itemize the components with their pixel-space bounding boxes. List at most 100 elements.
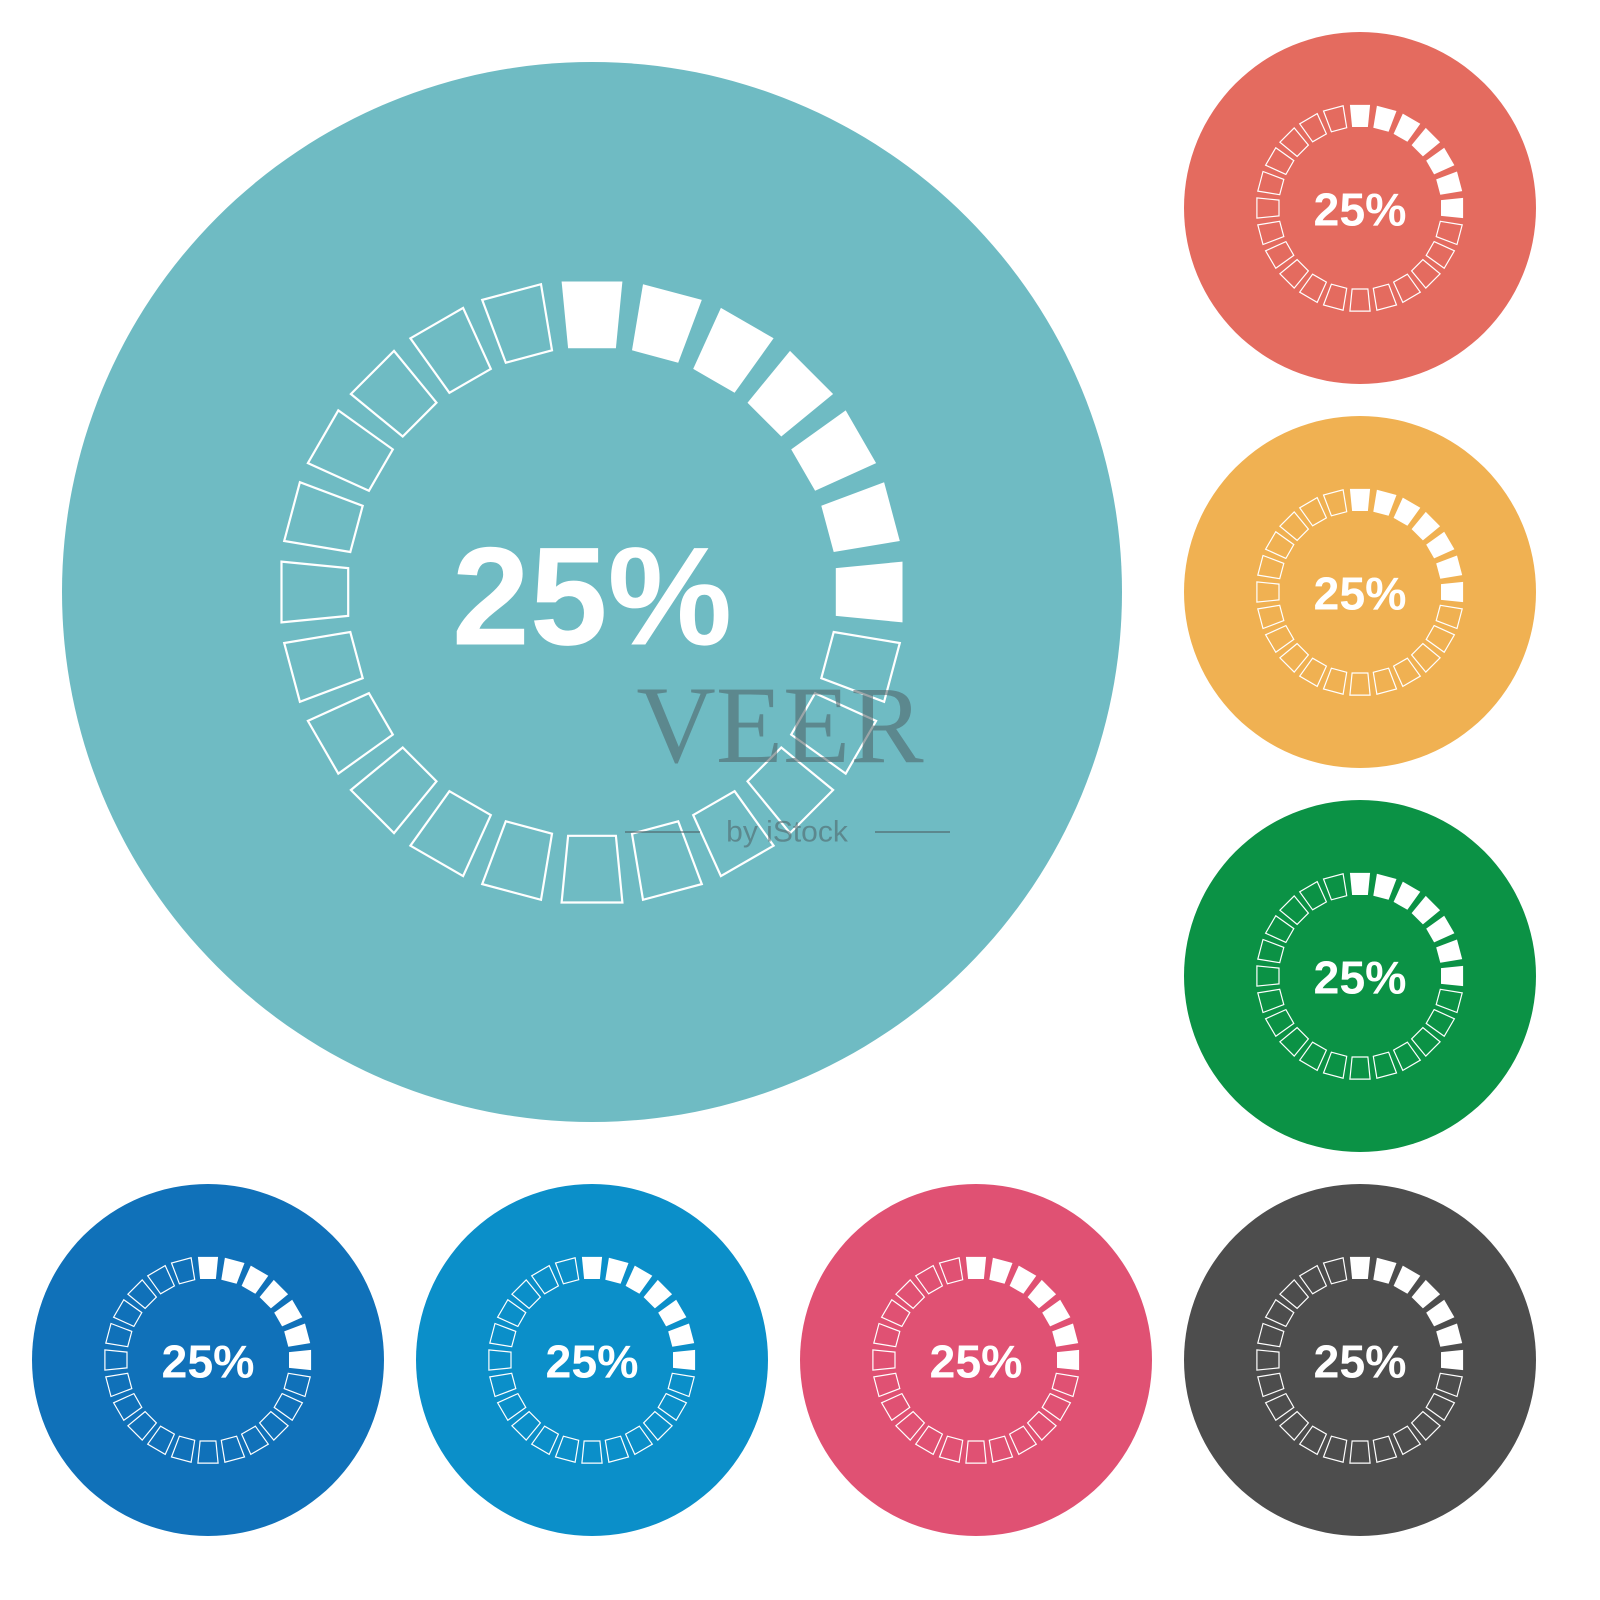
icon-set: 25% 25% 25% 25% 25% 25% 25% 25% — [32, 32, 1536, 1536]
progress-segment-empty — [1410, 642, 1441, 673]
progress-segment-filled — [1393, 1265, 1421, 1294]
progress-segment-empty — [819, 630, 902, 704]
progress-segment-empty — [112, 1392, 143, 1422]
progress-segment-empty — [530, 1264, 560, 1295]
progress-segment-empty — [1264, 624, 1295, 654]
progress-segment-empty — [789, 691, 878, 776]
progress-segment-empty — [1257, 604, 1285, 630]
progress-segment-empty — [1298, 1041, 1328, 1072]
progress-segment-empty — [104, 1349, 128, 1371]
progress-segment-filled — [1373, 105, 1397, 132]
progress-segment-empty — [306, 408, 395, 493]
progress-segment-empty — [1264, 914, 1295, 944]
progress-segment-empty — [880, 1392, 911, 1422]
progress-segment-empty — [1435, 604, 1463, 630]
progress-segment-filled — [1441, 581, 1464, 603]
progress-segment-empty — [530, 1425, 560, 1456]
progress-segment-empty — [1349, 1440, 1371, 1464]
icon-background — [416, 1184, 768, 1536]
progress-segment-filled — [658, 1299, 687, 1327]
progress-segment-empty — [1257, 938, 1285, 964]
progress-segment-filled — [1393, 113, 1421, 142]
icon: 25% — [1184, 416, 1536, 768]
progress-segment-empty — [240, 1425, 270, 1456]
progress-segment-empty — [642, 1410, 673, 1441]
progress-segment-empty — [1298, 880, 1328, 911]
progress-segment-empty — [1279, 895, 1310, 926]
progress-segment-empty — [1264, 1392, 1295, 1422]
progress-segment-filled — [791, 410, 877, 491]
progress-segment-filled — [821, 482, 900, 552]
progress-segment-empty — [630, 819, 704, 902]
progress-segment-empty — [1264, 1008, 1295, 1038]
progress-segment-empty — [105, 1372, 133, 1398]
progress-segment-filled — [625, 1265, 653, 1294]
progress-segment-filled — [673, 1349, 696, 1371]
progress-segment-empty — [554, 1257, 580, 1285]
progress-segment-empty — [1425, 1008, 1456, 1038]
progress-segment-empty — [1256, 1349, 1280, 1371]
progress-segment-empty — [127, 1410, 158, 1441]
progress-segment-empty — [1279, 1026, 1310, 1057]
icon: 25% — [800, 1184, 1152, 1536]
icon-background — [1184, 1184, 1536, 1536]
progress-segment-empty — [1041, 1392, 1072, 1422]
progress-segment-empty — [170, 1435, 196, 1463]
progress-segment-filled — [1042, 1299, 1071, 1327]
percent-label: 25% — [1313, 567, 1406, 619]
progress-segment-filled — [1436, 171, 1463, 195]
progress-segment-empty — [282, 480, 365, 554]
icon: 25% — [1184, 32, 1536, 384]
progress-segment-filled — [989, 1257, 1013, 1284]
progress-segment-empty — [1349, 288, 1371, 312]
progress-segment-filled — [1027, 1279, 1057, 1309]
progress-segment-empty — [873, 1322, 901, 1348]
progress-segment-filled — [693, 307, 774, 393]
progress-segment-empty — [146, 1264, 176, 1295]
percent-label: 25% — [1313, 951, 1406, 1003]
icon-background — [62, 62, 1122, 1122]
progress-segment-empty — [1349, 1056, 1371, 1080]
progress-segment-empty — [1279, 1410, 1310, 1441]
percent-label: 25% — [161, 1335, 254, 1387]
progress-segment-empty — [914, 1264, 944, 1295]
progress-segment-filled — [1426, 1299, 1455, 1327]
progress-segment-empty — [1392, 657, 1422, 688]
progress-segment-empty — [1298, 496, 1328, 527]
progress-segment-filled — [1057, 1349, 1080, 1371]
progress-segment-filled — [561, 281, 623, 349]
progress-segment-filled — [289, 1349, 312, 1371]
progress-segment-filled — [284, 1323, 311, 1347]
percent-label: 25% — [1313, 1335, 1406, 1387]
progress-segment-empty — [1264, 240, 1295, 270]
progress-segment-empty — [496, 1392, 527, 1422]
progress-segment-empty — [691, 789, 776, 878]
progress-segment-empty — [496, 1298, 527, 1328]
icon: 25% — [1184, 1184, 1536, 1536]
progress-segment-empty — [511, 1410, 542, 1441]
progress-segment-empty — [408, 789, 493, 878]
progress-segment-filled — [1441, 197, 1464, 219]
progress-segment-empty — [1392, 1041, 1422, 1072]
progress-segment-empty — [1322, 489, 1348, 517]
icon-background — [1184, 800, 1536, 1152]
progress-segment-filled — [197, 1256, 219, 1279]
progress-segment-empty — [1256, 581, 1280, 603]
progress-segment-filled — [1426, 147, 1455, 175]
progress-segment-filled — [1426, 915, 1455, 943]
progress-segment-empty — [1322, 283, 1348, 311]
progress-segment-filled — [1411, 1279, 1441, 1309]
progress-segment-empty — [895, 1279, 926, 1310]
progress-segment-empty — [1298, 112, 1328, 143]
progress-segment-empty — [1264, 1298, 1295, 1328]
icon: 25% — [62, 62, 1122, 1122]
progress-segment-empty — [1298, 1425, 1328, 1456]
progress-segment-empty — [1410, 1410, 1441, 1441]
progress-segment-empty — [127, 1279, 158, 1310]
progress-segment-empty — [988, 1435, 1014, 1463]
progress-segment-empty — [1279, 1279, 1310, 1310]
progress-segment-empty — [511, 1279, 542, 1310]
progress-segment-empty — [282, 630, 365, 704]
progress-segment-filled — [1436, 1323, 1463, 1347]
